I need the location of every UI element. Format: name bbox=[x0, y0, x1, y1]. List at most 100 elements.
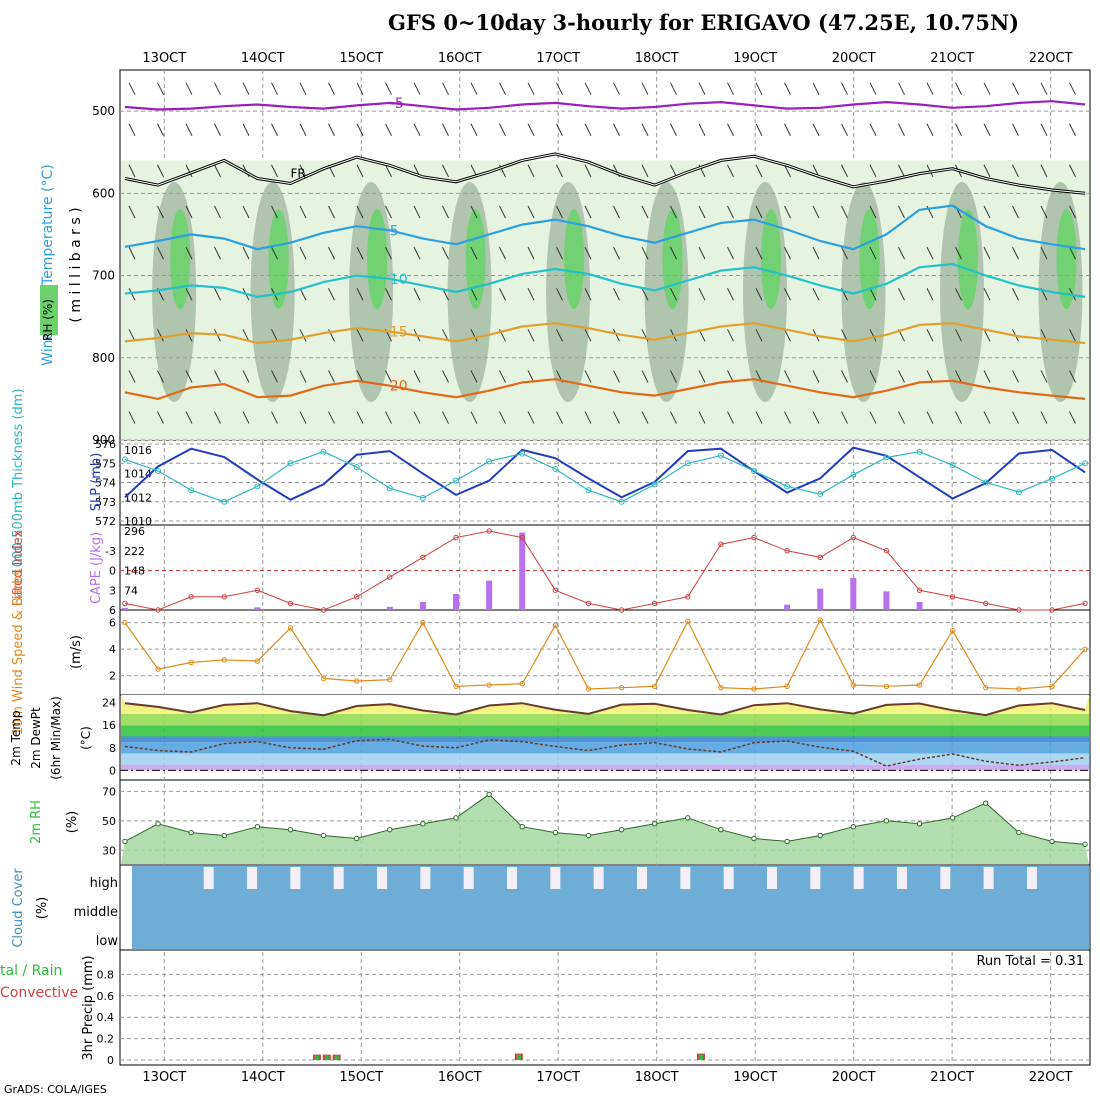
wind-barb bbox=[755, 246, 763, 260]
wind-barb bbox=[613, 370, 620, 383]
wind-barb bbox=[157, 164, 164, 178]
wind-barb bbox=[898, 246, 905, 260]
wind-barb bbox=[185, 411, 193, 424]
wind-barb bbox=[299, 287, 307, 301]
thickness-point bbox=[386, 485, 393, 492]
rh-point bbox=[983, 800, 989, 806]
cape-bar bbox=[121, 607, 128, 610]
wind-barb bbox=[385, 164, 392, 178]
wind-barb bbox=[584, 205, 592, 219]
wind-point bbox=[420, 619, 426, 626]
chart-title: GFS 0~10day 3-hourly for ERIGAVO (47.25E… bbox=[388, 10, 1020, 35]
rh-shading-high bbox=[662, 209, 683, 310]
ylabel-wind-units: (m/s) bbox=[69, 635, 84, 669]
ylabel-slp: SLP (mb) bbox=[89, 453, 104, 512]
wind-barb bbox=[185, 370, 193, 383]
wind-barb bbox=[470, 411, 478, 424]
wind-point bbox=[287, 625, 294, 631]
date-label-bottom: 22OCT bbox=[1029, 1070, 1073, 1085]
wind-barb bbox=[784, 287, 791, 301]
date-label-top: 13OCT bbox=[142, 51, 186, 66]
wind-barb bbox=[755, 411, 763, 424]
wind-barb bbox=[442, 82, 449, 95]
wind-barb bbox=[584, 246, 592, 260]
cloud-gap bbox=[203, 867, 214, 889]
wind-barb bbox=[584, 411, 592, 424]
wind-barb bbox=[442, 123, 449, 137]
wind-barb bbox=[299, 123, 307, 137]
thickness-point bbox=[353, 464, 360, 471]
cloud-gap bbox=[896, 867, 907, 889]
li-point bbox=[552, 587, 559, 593]
li-point bbox=[817, 554, 823, 561]
li-point bbox=[188, 594, 194, 600]
wind-barb bbox=[812, 123, 820, 137]
rh-point bbox=[122, 838, 128, 845]
run-total: Run Total = 0.31 bbox=[976, 954, 1084, 969]
thickness-point bbox=[949, 462, 956, 469]
wind-barb bbox=[470, 246, 478, 260]
wind-barb bbox=[1012, 82, 1019, 95]
wind-barb bbox=[698, 411, 706, 424]
ylabel-cloud-units: (%) bbox=[35, 897, 50, 920]
cloud-gap bbox=[983, 867, 994, 889]
rh-point bbox=[651, 821, 658, 827]
rh-point bbox=[552, 829, 559, 836]
wind-barb bbox=[442, 205, 449, 219]
wind-barb bbox=[926, 329, 934, 342]
rh-shading-high bbox=[170, 209, 191, 310]
rh-shading-high bbox=[367, 209, 388, 310]
rh-tick-label: 30 bbox=[102, 844, 116, 857]
wind-barb bbox=[955, 123, 962, 137]
isotherm-label: 10 bbox=[390, 272, 408, 288]
wind-barb bbox=[128, 370, 136, 383]
thickness-point bbox=[651, 481, 658, 488]
wind-barb bbox=[955, 246, 962, 260]
wind-barb bbox=[299, 411, 307, 424]
rh-shading-high bbox=[268, 209, 289, 310]
wind-barb bbox=[1040, 411, 1048, 424]
thickness-point bbox=[287, 460, 294, 467]
cloud-gap bbox=[810, 867, 821, 889]
wind-barb bbox=[955, 329, 962, 342]
rh-point bbox=[486, 791, 492, 798]
wind-barb bbox=[727, 287, 734, 301]
rh-point bbox=[221, 832, 227, 839]
rh-point bbox=[320, 832, 327, 839]
wind-barb bbox=[242, 123, 250, 137]
wind-barb bbox=[641, 82, 649, 95]
wind-point bbox=[320, 675, 327, 682]
wind-barb bbox=[385, 411, 392, 424]
wind-barb bbox=[898, 82, 905, 95]
wind-barb bbox=[1040, 82, 1048, 95]
wind-barb bbox=[128, 123, 136, 137]
wind-barb bbox=[670, 205, 677, 219]
thickness-tick-label: 574 bbox=[95, 477, 116, 490]
wind-barb bbox=[328, 205, 335, 219]
wind-point bbox=[850, 682, 857, 688]
wind-barb bbox=[299, 82, 307, 95]
temp-line bbox=[124, 702, 1086, 717]
date-label-top: 21OCT bbox=[930, 51, 974, 66]
li-point bbox=[850, 534, 857, 541]
wind-barb bbox=[499, 205, 506, 219]
wind-barb bbox=[442, 246, 449, 260]
wind-barb bbox=[1012, 411, 1019, 424]
wind-barb bbox=[527, 205, 535, 219]
wind-barb bbox=[755, 205, 763, 219]
wind-barb bbox=[784, 246, 791, 260]
wind-barb bbox=[955, 370, 962, 383]
rh-point bbox=[420, 821, 426, 827]
ylabel-precip: 3hr Precip (mm) bbox=[81, 955, 96, 1060]
wind-barb bbox=[613, 246, 620, 260]
li-point bbox=[320, 607, 327, 613]
rh-point bbox=[1016, 829, 1022, 836]
slp-tick-label: 1014 bbox=[124, 468, 152, 481]
wind-barb bbox=[271, 370, 278, 383]
wind-point bbox=[221, 657, 227, 663]
li-point bbox=[353, 594, 360, 600]
cape-tick-label: 148 bbox=[124, 565, 145, 578]
li-point bbox=[519, 534, 525, 541]
thickness-point bbox=[750, 467, 757, 474]
